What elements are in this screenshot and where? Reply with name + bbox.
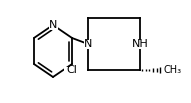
Text: CH₃: CH₃	[164, 65, 182, 75]
Bar	[64, 67, 80, 75]
Bar	[49, 20, 57, 29]
Bar	[133, 39, 147, 49]
Text: NH: NH	[132, 39, 148, 49]
Text: Cl: Cl	[67, 65, 78, 75]
Text: N: N	[49, 20, 57, 30]
Text: N: N	[84, 39, 92, 49]
Bar	[83, 39, 92, 49]
